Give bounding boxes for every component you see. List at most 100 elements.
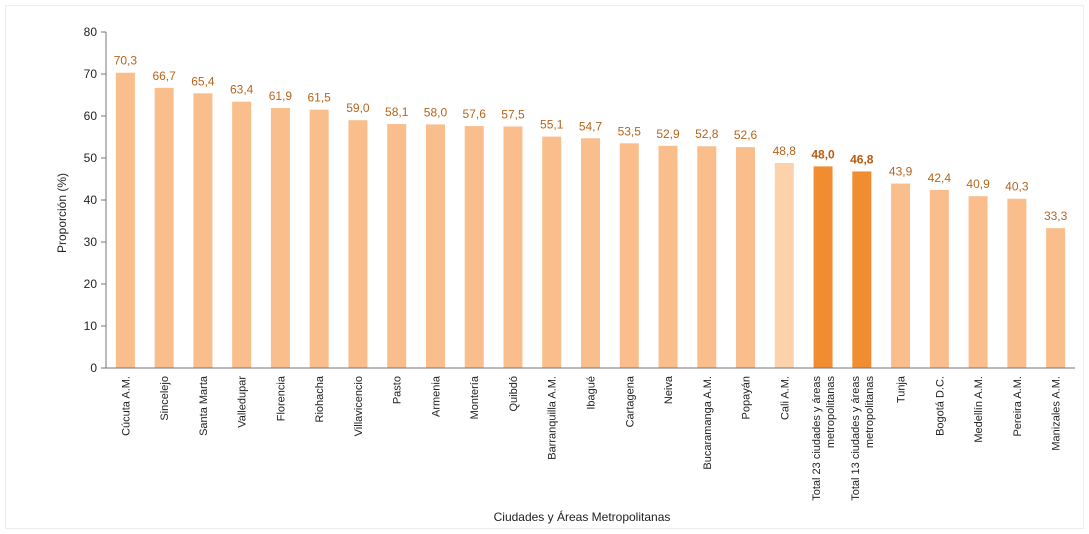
y-tick-label: 50: [84, 151, 98, 165]
bar: [774, 163, 794, 368]
bar-value-label: 42,4: [928, 171, 952, 185]
bar-value-label: 48,8: [773, 144, 797, 158]
category-labels: Cúcuta A.M. Sincelejo Santa Marta Valledupa…: [120, 375, 1062, 501]
bars: [115, 72, 1066, 369]
category-label-line: Barranquilla A.M.: [547, 376, 559, 460]
category-label: Cúcuta A.M.: [120, 376, 132, 436]
category-label-line: Pereira A.M.: [1012, 376, 1024, 437]
bar-value-label: 57,6: [463, 107, 487, 121]
bar: [115, 72, 135, 369]
category-label-line: metropolitanas: [864, 376, 876, 449]
bar-value-label: 54,7: [579, 119, 603, 133]
bar: [542, 136, 562, 368]
bar: [929, 189, 949, 368]
category-label: Florencia: [275, 375, 287, 421]
category-label: Bucaramanga A.M.: [702, 376, 714, 470]
y-tick-label: 80: [84, 25, 98, 39]
y-tick-label: 10: [84, 319, 98, 333]
bar: [658, 145, 678, 368]
bar-value-label: 43,9: [889, 165, 913, 179]
bar: [232, 101, 252, 368]
bar: [154, 87, 174, 369]
category-label-line: Total 23 ciudades y áreas: [811, 376, 823, 501]
category-label: Cartagena: [624, 375, 636, 427]
bar: [1007, 198, 1027, 368]
category-label-line: Cartagena: [624, 375, 636, 427]
bar: [309, 109, 329, 368]
bar-value-label: 55,1: [540, 118, 564, 132]
category-label: Riohacha: [314, 375, 326, 422]
y-tick-label: 60: [84, 109, 98, 123]
bar: [503, 126, 523, 368]
category-label-line: Tunja: [896, 375, 908, 403]
category-label: Barranquilla A.M.: [547, 376, 559, 460]
category-label-line: Bogotá D.C.: [934, 376, 946, 436]
category-label-line: Montería: [469, 375, 481, 419]
y-axis: 0 10 20 30 40 50 60 70 80: [84, 25, 107, 375]
bar-value-label: 59,0: [346, 101, 370, 115]
bar: [1046, 228, 1066, 368]
category-label: Valledupar: [237, 376, 249, 428]
category-label-line: Florencia: [275, 375, 287, 421]
category-label-line: Manizales A.M.: [1051, 376, 1063, 451]
category-label-line: Santa Marta: [198, 375, 210, 436]
x-axis-title: Ciudades y Áreas Metropolitanas: [494, 509, 671, 524]
y-tick-label: 0: [90, 361, 97, 375]
bar-value-label: 52,8: [695, 127, 719, 141]
bar-value-label: 53,5: [618, 124, 642, 138]
bar-value-label: 61,5: [308, 91, 332, 105]
category-label-line: Quibdó: [508, 376, 520, 411]
bar-value-label: 40,3: [1005, 180, 1029, 194]
category-label: Ibagué: [586, 376, 598, 410]
category-label-line: Sincelejo: [159, 376, 171, 421]
bar-value-label: 63,4: [230, 83, 254, 97]
bar-value-label: 33,3: [1044, 209, 1068, 223]
category-label-line: Bucaramanga A.M.: [702, 376, 714, 470]
bar-value-label: 58,1: [385, 105, 409, 119]
bar: [193, 93, 213, 368]
category-label-line: Cúcuta A.M.: [120, 376, 132, 436]
bar-value-label: 52,6: [734, 128, 758, 142]
category-label-line: Ibagué: [586, 376, 598, 410]
category-label: Medellín A.M.: [973, 376, 985, 443]
bar: [387, 123, 407, 368]
category-label: Total 23 ciudades y áreas metropolitanas: [811, 376, 837, 501]
category-label: Santa Marta: [198, 375, 210, 436]
bar-value-label: 52,9: [656, 127, 680, 141]
category-label-line: Valledupar: [237, 376, 249, 428]
bar: [968, 196, 988, 368]
bar: [425, 124, 445, 369]
bar-value-label: 61,9: [269, 89, 293, 103]
category-label-line: Villavicencio: [353, 376, 365, 436]
category-label: Tunja: [896, 375, 908, 403]
bar: [736, 147, 756, 368]
y-tick-label: 70: [84, 67, 98, 81]
bar: [619, 143, 639, 368]
category-label-line: Cali A.M.: [779, 376, 791, 420]
category-label: Total 13 ciudades y áreas metropolitanas: [850, 376, 876, 501]
y-tick-label: 40: [84, 193, 98, 207]
category-label-line: Neiva: [663, 375, 675, 404]
bar-value-label: 70,3: [114, 54, 138, 68]
category-label: Sincelejo: [159, 376, 171, 421]
bar: [270, 108, 290, 369]
bar-value-label: 48,0: [811, 147, 835, 161]
category-label-line: Armenia: [430, 375, 442, 417]
category-label: Armenia: [430, 375, 442, 417]
category-label: Villavicencio: [353, 376, 365, 436]
y-axis-title: Proporción (%): [55, 173, 69, 253]
category-label-line: metropolitanas: [825, 376, 837, 449]
y-tick-label: 30: [84, 235, 98, 249]
category-label: Quibdó: [508, 376, 520, 411]
bar-value-label: 40,9: [966, 177, 990, 191]
bar: [852, 171, 872, 368]
category-label: Neiva: [663, 375, 675, 404]
bar: [581, 138, 600, 368]
bar: [348, 120, 368, 368]
value-labels: 70,3 66,7 65,4 63,4 61,9 61,5 59,0 58,1 58,0 57,6…: [114, 54, 1068, 223]
category-label: Pereira A.M.: [1012, 376, 1024, 437]
bar-value-label: 58,0: [424, 105, 448, 119]
category-label: Pasto: [392, 376, 404, 404]
category-label-line: Popayán: [741, 376, 753, 419]
